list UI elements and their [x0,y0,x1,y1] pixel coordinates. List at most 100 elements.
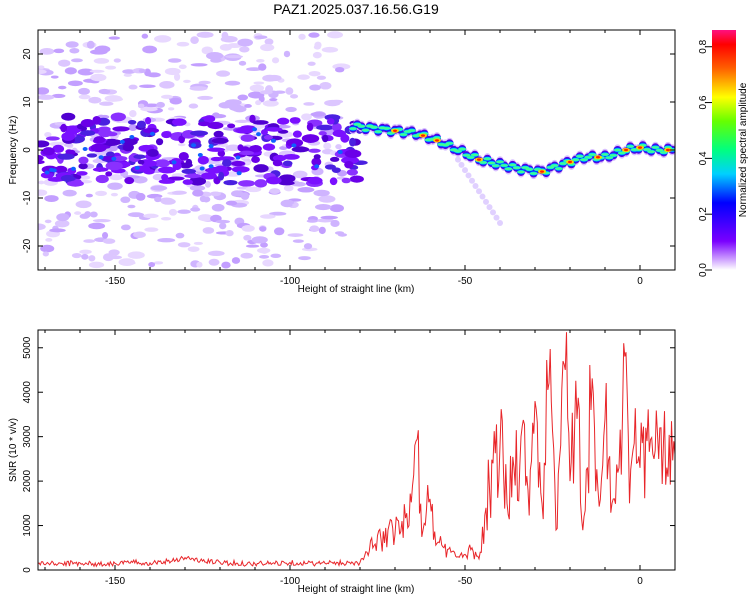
spectrogram-noise-blob [81,253,89,260]
spectrogram-noise-blob [139,84,156,88]
signal-track-segment [479,161,488,164]
spectrogram-noise-blob [160,217,172,221]
spectrogram-band-blob [119,139,125,144]
signal-hotspot-core [596,156,600,159]
spectrogram-noise-blob [335,144,342,150]
spectrogram-noise-blob [133,231,146,238]
spectrogram-noise-blob [78,94,91,100]
spectrogram-band-blob [218,156,235,161]
spectrogram-band-blob [200,172,217,180]
spectrogram-noise-blob [237,94,249,101]
spectrogram-noise-blob [99,101,114,106]
spectrogram-band-blob [262,143,276,151]
spectrogram-band-blob [314,164,320,169]
spectrogram-noise-blob [173,72,181,81]
spectrogram-noise-blob [127,251,145,259]
spectrogram-band-blob [213,130,224,138]
spectrogram-noise-blob [69,47,80,54]
spectrogram-band-blob [120,137,138,146]
spectrogram-band-blob [167,176,185,181]
spectrogram-band-blob [60,123,68,133]
spectrogram-noise-blob [187,246,200,252]
spectrogram-noise-blob [144,227,159,232]
spectrogram-noise-blob [189,185,206,191]
spectrogram-x-axis: -150 -100 -50 0 [44,30,676,287]
spectrogram-band-blob [98,155,104,160]
spectrogram-noise-blob [168,208,178,216]
signal-track-segment [466,156,475,159]
spectrogram-band-blob [256,132,262,137]
spectrogram-noise-blob [221,31,229,40]
spectrogram-noise-blob [156,101,165,108]
y-tick-label: 5000 [22,336,33,359]
spectrogram-band-blob [60,174,75,182]
spectrogram-noise-blob [44,132,52,138]
spectrogram-noise-blob [83,239,96,243]
signal-hotspot-core [624,148,628,152]
spectrogram-band-blob [155,138,164,146]
spectrogram-noise-blob [85,193,93,198]
spectrogram-noise-blob [249,84,265,92]
spectrogram-noise-blob [240,192,250,200]
signal-track-segment [500,164,509,167]
spectrogram-noise-blob [74,211,82,215]
signal-track-segment [550,164,559,167]
spectrogram-band-blob [111,156,117,161]
spectrogram-noise-blob [122,69,136,74]
spectrogram-band-blob [235,155,241,160]
spectrogram-noise-blob [323,142,332,150]
spectrogram-noise-blob [102,238,116,244]
spectrogram-noise-blob [177,143,186,147]
spectrogram-band-blob [198,121,210,127]
spectrogram-noise-blob [40,244,55,253]
spectrogram-noise-blob [207,250,225,257]
spectrogram-noise-blob [192,189,204,197]
spectrogram-band-blob [76,171,88,176]
spectrogram-noise-blob [107,182,123,190]
spectrogram-noise-blob [54,219,70,228]
signal-hotspot-core [477,158,481,161]
spectrogram-noise-blob [88,96,102,104]
spectrogram-noise-blob [120,196,131,204]
spectrogram-noise-blob [150,185,168,191]
spectrogram-noise-blob [197,214,213,222]
spectrogram-noise-blob [44,195,59,203]
spectrogram-band-blob [306,122,314,132]
spectrogram-band-blob [145,117,152,125]
spectrogram-noise-blob [128,84,138,90]
signal-track-segment [554,167,563,170]
spectrogram-band-blob [227,123,236,129]
colorbar-tick-label: 0.4 [698,151,709,165]
spectrogram-band-blob [78,156,89,165]
signal-track-segment [655,149,664,152]
spectrogram-band-blob [129,135,135,140]
spectrogram-band-blob [231,166,250,173]
spectrogram-noise-blob [137,103,145,109]
spectrogram-band-blob [197,155,209,165]
spectrogram-noise-blob [183,79,191,84]
spectrogram-noise-blob [142,45,158,54]
spectrogram-band-blob [254,179,268,188]
spectrogram-noise-blob [209,191,222,197]
spectrogram-noise-blob [67,80,83,87]
spectrogram-noise-blob [225,54,243,59]
spectrogram-band-blob [249,114,256,124]
spectrogram-band-blob [318,131,327,136]
x-tick-label: -50 [458,576,473,587]
spectrogram-noise-blob [129,109,137,118]
spectrogram-band-blob [172,118,187,126]
signal-track-segment [517,170,525,174]
spectrogram-band-blob [252,120,269,125]
spectrogram-noise-blob [327,31,344,39]
spectrogram-noise-blob [109,174,123,181]
spectrogram-band-blob [239,150,254,156]
spectrogram-band-blob [178,151,189,161]
signal-track-segment [445,142,454,145]
spectrogram-noise-blob [266,74,282,82]
spectrogram-noise-blob [255,100,262,106]
spectrogram-noise-blob [269,188,281,195]
spectrogram-noise-blob [65,41,79,48]
spectrogram-noise-blob [38,69,47,74]
spectrogram-noise-blob [313,189,330,197]
spectrogram-band-blob [137,159,145,165]
